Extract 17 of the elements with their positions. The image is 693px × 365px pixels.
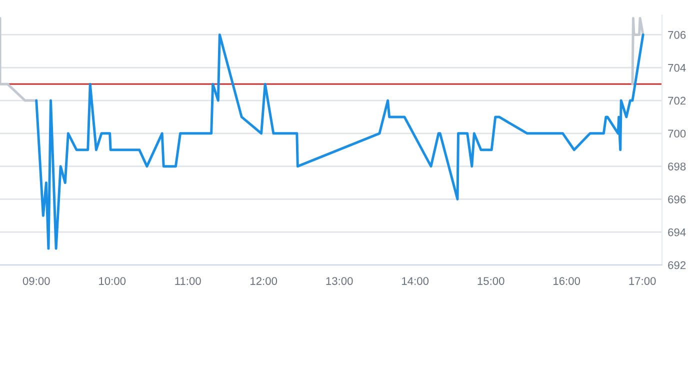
x-tick-label: 17:00 [629,277,656,285]
y-tick-label: 700 [668,130,686,138]
x-tick-label: 15:00 [478,277,504,285]
x-tick-label: 11:00 [175,277,201,285]
y-tick-label: 702 [668,96,686,105]
y-tick-label: 696 [668,195,686,204]
x-tick-label: 12:00 [250,277,278,285]
x-tick-label: 09:00 [22,277,50,285]
y-tick-label: 706 [668,31,686,39]
x-tick-label: 14:00 [402,277,429,285]
y-tick-label: 694 [668,228,686,236]
x-tick-label: 16:00 [554,277,580,285]
y-tick-label: 698 [668,162,686,170]
x-tick-label: 10:00 [99,277,126,285]
y-tick-label: 704 [668,64,686,72]
y-tick-label: 692 [668,261,686,270]
x-tick-label: 13:00 [326,277,353,285]
